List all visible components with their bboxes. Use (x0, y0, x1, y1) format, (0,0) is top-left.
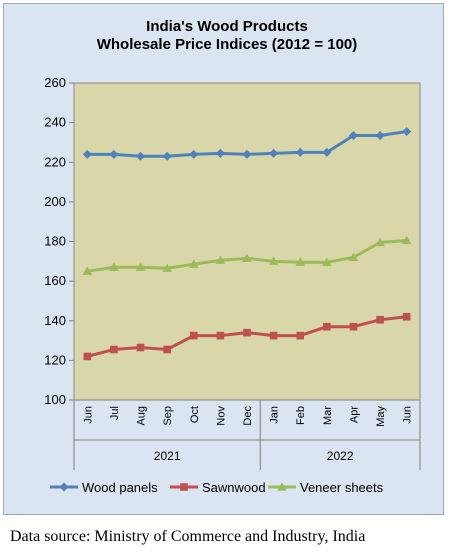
data-point (162, 151, 172, 161)
legend-label: Wood panels (82, 480, 158, 495)
legend: Wood panels Sawnwood Veneer sheets (50, 480, 384, 495)
x-tick-label: Jun (82, 406, 94, 424)
data-point (135, 262, 146, 271)
data-point (189, 149, 199, 159)
data-point (83, 352, 92, 361)
x-tick-label: Dec (242, 406, 254, 426)
legend-swatch-marker (180, 483, 188, 491)
data-point (323, 322, 331, 331)
data-point (375, 131, 385, 141)
data-point (110, 345, 118, 354)
y-tick-label: 220 (44, 154, 66, 169)
y-tick-label: 120 (44, 352, 66, 367)
data-source-note: Data source: Ministry of Commerce and In… (10, 528, 366, 545)
x-tick-label: Sep (162, 406, 174, 426)
data-point (322, 147, 332, 157)
y-tick-label: 160 (44, 273, 66, 288)
chart-title-line-1: India's Wood Products (146, 18, 308, 35)
y-tick-label: 260 (44, 75, 66, 90)
data-point (109, 149, 119, 159)
chart-title: India's Wood Products Wholesale Price In… (0, 18, 454, 54)
data-point (348, 252, 359, 261)
data-point (348, 131, 358, 141)
x-tick-label: Mar (322, 406, 334, 425)
x-tick-label: Aug (136, 406, 148, 426)
x-tick-label: May (375, 406, 387, 427)
data-point (401, 235, 412, 245)
x-axis: Jun Jul Aug Sep Oct Nov Dec Jan Feb Mar Apr May Jun 2… (73, 399, 421, 470)
plot-area (73, 82, 421, 401)
y-tick-label: 240 (44, 115, 66, 130)
y-tick-label: 180 (44, 234, 66, 249)
data-point (376, 315, 384, 324)
x-group-label: 2021 (154, 449, 181, 463)
legend-label: Sawnwood (202, 480, 266, 495)
data-point (162, 263, 172, 272)
x-tick-label: Feb (295, 406, 307, 425)
data-point (82, 149, 92, 159)
data-point (82, 266, 93, 275)
series-sawnwood (83, 312, 411, 361)
data-point (136, 151, 146, 161)
x-tick-label: Nov (215, 406, 227, 426)
legend-swatch-marker (277, 482, 287, 491)
series-veneer-sheets (82, 235, 412, 275)
x-group-label: 2022 (327, 449, 354, 463)
data-point (188, 259, 199, 268)
legend-label: Veneer sheets (300, 480, 384, 495)
y-axis: 100 120 140 160 180 200 220 240 260 (44, 75, 74, 407)
x-tick-label: Jun (402, 406, 414, 424)
data-point (136, 343, 145, 352)
x-tick-label: Jul (109, 406, 121, 420)
x-tick-label: Jan (269, 406, 281, 424)
data-point (269, 148, 279, 158)
x-tick-label: Apr (348, 406, 360, 423)
data-point (242, 253, 252, 262)
data-point (215, 148, 225, 158)
data-point (268, 256, 279, 265)
data-point (109, 262, 119, 271)
series-wood-panels (82, 127, 412, 161)
y-tick-label: 140 (44, 313, 66, 328)
x-tick-label: Oct (189, 406, 201, 423)
data-point (295, 147, 305, 157)
data-point (295, 257, 306, 266)
data-point (402, 127, 412, 137)
y-tick-label: 200 (44, 194, 66, 209)
data-point (189, 331, 198, 340)
chart-title-line-2: Wholesale Price Indices (2012 = 100) (96, 36, 358, 53)
data-point (375, 237, 385, 247)
data-point (349, 322, 358, 331)
line-chart: 100 120 140 160 180 200 220 240 260 Jun Jul Aug Sep… (44, 75, 421, 495)
data-point (242, 149, 252, 159)
data-point (163, 345, 171, 354)
data-point (216, 331, 225, 340)
data-point (322, 257, 332, 266)
data-point (215, 255, 226, 264)
data-point (296, 331, 305, 340)
series-layer (82, 127, 412, 361)
data-point (243, 328, 251, 337)
legend-swatch-marker (59, 482, 69, 492)
data-point (402, 312, 411, 321)
y-tick-label: 100 (44, 392, 66, 407)
data-point (269, 331, 278, 340)
